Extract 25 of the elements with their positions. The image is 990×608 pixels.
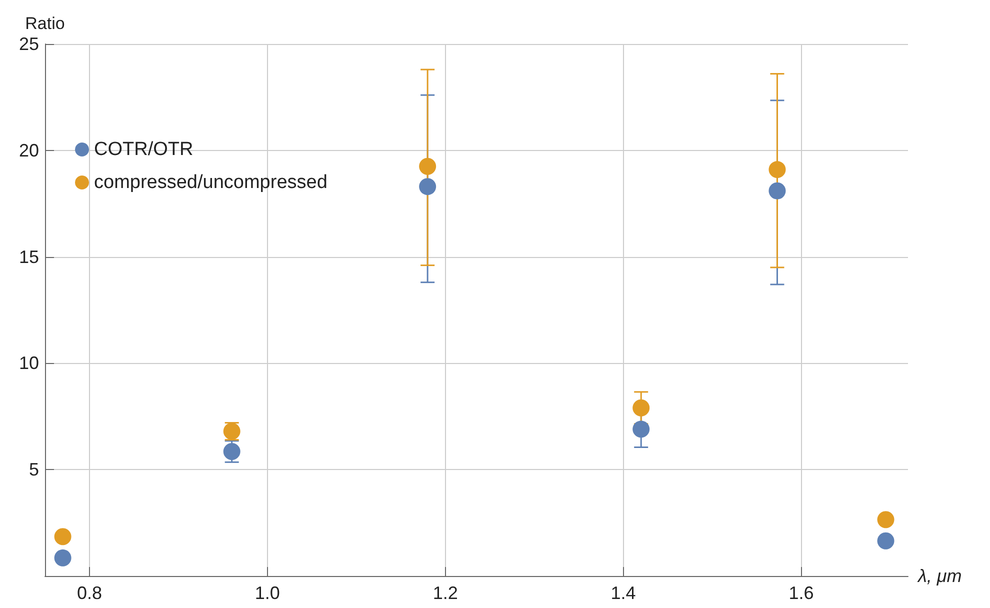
point	[223, 443, 240, 460]
x-axis-title: λ, μm	[917, 566, 962, 586]
legend-label: compressed/uncompressed	[94, 172, 328, 193]
point	[877, 532, 894, 550]
x-tick-label: 1.0	[254, 583, 280, 603]
y-tick-label: 25	[18, 34, 39, 54]
point	[877, 511, 894, 528]
point	[632, 399, 650, 416]
point	[419, 178, 436, 196]
y-tick-label: 10	[18, 353, 39, 374]
point	[54, 528, 72, 546]
y-tick-label: 5	[28, 460, 39, 480]
x-tick-label: 0.8	[76, 583, 102, 603]
x-tick-label: 1.2	[432, 583, 458, 603]
y-axis-title: Ratio	[25, 14, 65, 33]
legend-label: COTR/OTR	[94, 139, 194, 160]
x-tick-label: 1.6	[788, 583, 814, 603]
x-tick-label: 1.4	[610, 583, 636, 603]
point	[768, 161, 786, 178]
y-tick-label: 15	[18, 246, 39, 267]
y-tick-label: 20	[18, 140, 39, 160]
point	[419, 158, 436, 175]
point	[54, 549, 72, 566]
point	[632, 420, 650, 438]
point	[768, 182, 786, 200]
